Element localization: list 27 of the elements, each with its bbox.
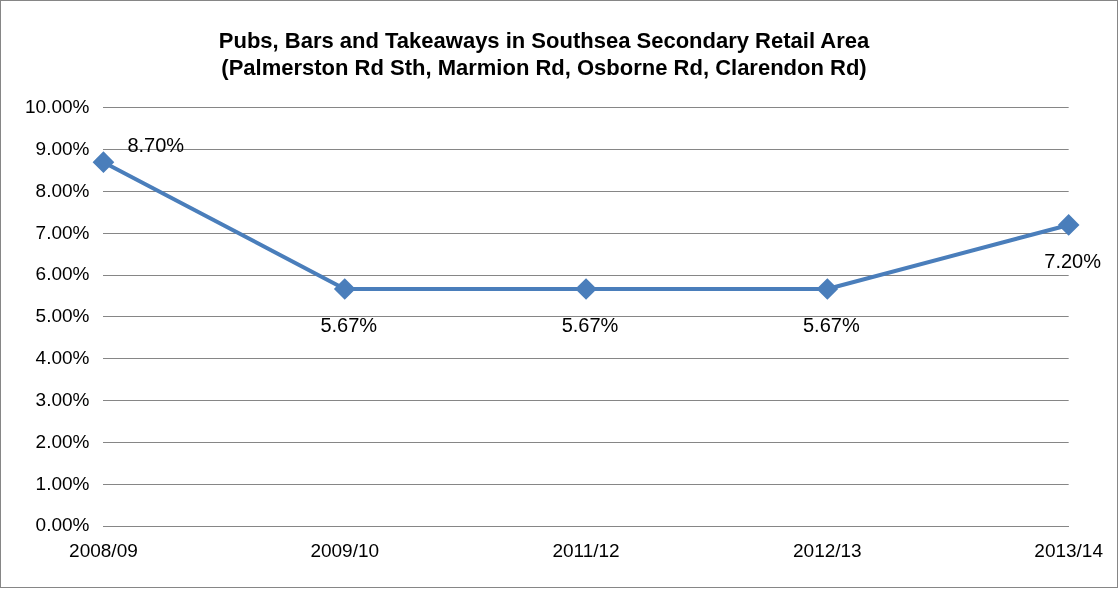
y-tick-label: 0.00% (35, 514, 90, 536)
x-tick-label: 2012/13 (793, 539, 862, 561)
x-tick-label: 2011/12 (552, 539, 620, 561)
y-tick-label: 10.00% (24, 96, 90, 118)
x-tick-label: 2009/10 (310, 539, 380, 561)
point (576, 278, 597, 299)
point (93, 152, 114, 173)
x-tick-label: 2013/14 (1034, 539, 1104, 561)
data-label: 5.67% (803, 314, 860, 337)
point (1058, 214, 1079, 235)
y-tick-label: 7.00% (35, 221, 90, 243)
point (334, 278, 355, 299)
chart-title: Pubs, Bars and Takeaways in Southsea Secondary Retail Area (Palmerston Rd Sth, Marmion Rd, Osborne Rd, Clarendon Rd) (218, 28, 870, 80)
y-tick-label: 6.00% (35, 263, 90, 285)
data-label: 5.67% (561, 314, 619, 337)
data-label: 8.70% (127, 133, 185, 156)
y-tick-label: 4.00% (35, 347, 90, 369)
y-tick-label: 3.00% (35, 388, 90, 410)
x-tick-label: 2008/09 (69, 539, 138, 561)
data-label: 7.20% (1044, 250, 1102, 273)
y-tick-label: 2.00% (35, 430, 90, 452)
y-tick-label: 5.00% (35, 305, 90, 327)
data-label: 5.67% (320, 314, 378, 337)
point (817, 278, 838, 299)
y-tick-label: 8.00% (35, 179, 90, 201)
y-tick-label: 1.00% (35, 472, 90, 494)
y-tick-label: 9.00% (35, 137, 90, 159)
